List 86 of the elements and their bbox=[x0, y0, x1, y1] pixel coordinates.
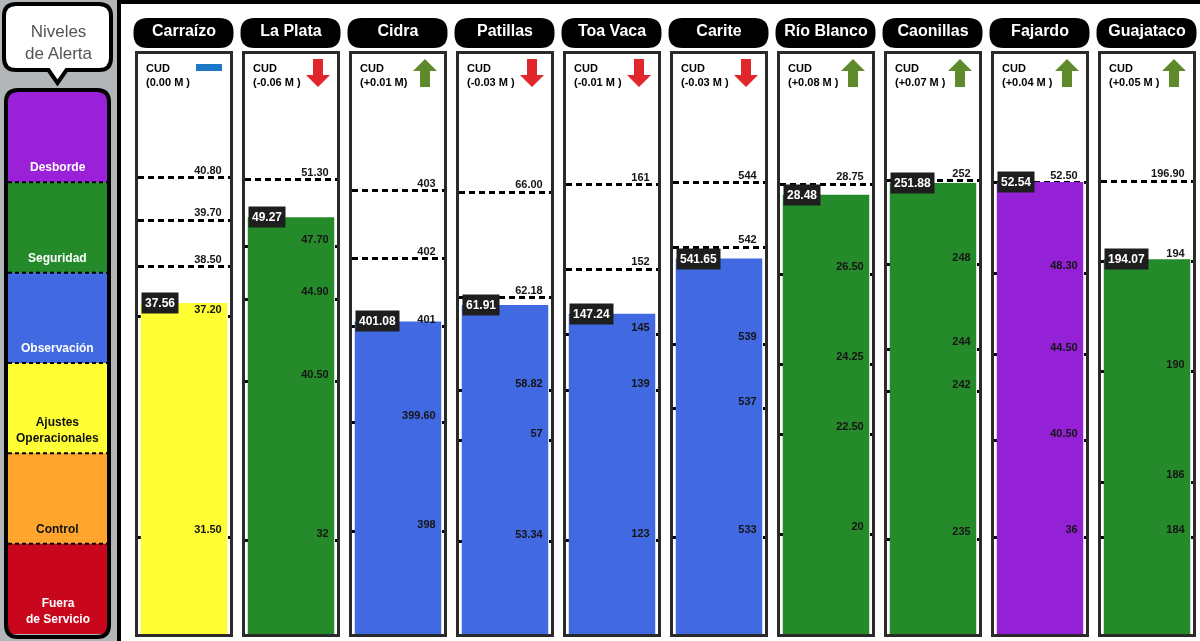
category-label: Control bbox=[36, 522, 79, 536]
category-label: Ajustes Operacionales bbox=[16, 415, 100, 445]
data-label: 49.27 bbox=[252, 210, 283, 224]
y-tick-label: 533 bbox=[738, 523, 757, 536]
data-label: 147.24 bbox=[573, 307, 611, 321]
y-tick-label: 544 bbox=[738, 169, 758, 182]
x-tick-label: Río Blanco bbox=[784, 21, 869, 39]
y-tick-label: 194 bbox=[1166, 247, 1186, 260]
y-tick-label: 196.90 bbox=[1151, 167, 1185, 180]
x-tick-label: Carraízo bbox=[151, 21, 217, 39]
y-tick-label: 62.18 bbox=[515, 283, 543, 296]
text: Niveles de Alerta bbox=[24, 22, 93, 64]
y-tick-label: 152 bbox=[631, 255, 650, 268]
x-tick-label: La Plata bbox=[260, 21, 322, 39]
y-tick-label: 58.82 bbox=[515, 376, 543, 389]
y-tick-label: 28.75 bbox=[836, 170, 864, 183]
x-tick-label: Guajataco bbox=[1108, 21, 1186, 39]
annotation: CUD (-0.03 M ) bbox=[681, 62, 730, 89]
x-tick-label: Patillas bbox=[476, 21, 534, 39]
y-tick-label: 235 bbox=[952, 525, 971, 538]
y-tick-label: 36 bbox=[1065, 523, 1078, 536]
x-tick-label: Carite bbox=[696, 21, 742, 39]
x-tick-label: Fajardo bbox=[1011, 21, 1070, 39]
y-tick-label: 398 bbox=[417, 517, 436, 530]
data-label: 194.07 bbox=[1108, 252, 1146, 266]
y-tick-label: 542 bbox=[738, 233, 757, 246]
y-tick-label: 51.30 bbox=[301, 165, 329, 178]
y-tick-label: 32 bbox=[316, 526, 329, 539]
y-tick-label: 44.50 bbox=[1050, 340, 1078, 353]
category-label: Fuera de Servicio bbox=[26, 596, 91, 626]
data-label: 541.65 bbox=[680, 252, 718, 266]
y-tick-label: 22.50 bbox=[836, 420, 864, 433]
annotation: CUD (+0.05 M ) bbox=[1109, 62, 1160, 89]
y-tick-label: 403 bbox=[417, 176, 436, 189]
y-tick-label: 52.50 bbox=[1050, 169, 1078, 182]
data-label: 52.54 bbox=[1001, 175, 1032, 189]
y-tick-label: 537 bbox=[738, 394, 757, 407]
data-label: 28.48 bbox=[787, 188, 818, 202]
annotation: CUD (+0.04 M ) bbox=[1002, 62, 1053, 89]
y-tick-label: 38.50 bbox=[194, 252, 222, 265]
y-tick-label: 145 bbox=[631, 320, 650, 333]
x-tick-label: Toa Vaca bbox=[577, 21, 647, 39]
category-label: Seguridad bbox=[28, 251, 87, 265]
y-tick-label: 53.34 bbox=[515, 527, 544, 540]
y-tick-label: 242 bbox=[952, 377, 971, 390]
y-tick-label: 39.70 bbox=[194, 206, 222, 219]
y-tick-label: 47.70 bbox=[301, 232, 329, 245]
y-tick-label: 539 bbox=[738, 330, 757, 343]
y-tick-label: 44.90 bbox=[301, 285, 329, 298]
y-tick-label: 252 bbox=[952, 166, 971, 179]
annotation: CUD (-0.03 M ) bbox=[467, 62, 516, 89]
y-tick-label: 402 bbox=[417, 244, 436, 257]
annotation: CUD (-0.01 M ) bbox=[574, 62, 623, 89]
y-tick-label: 244 bbox=[952, 335, 972, 348]
y-tick-label: 40.50 bbox=[301, 367, 329, 380]
data-label: 37.56 bbox=[145, 296, 176, 310]
y-tick-label: 248 bbox=[952, 251, 971, 264]
x-tick-label: Cidra bbox=[377, 21, 419, 39]
category-label: Observación bbox=[21, 341, 94, 355]
annotation: CUD (-0.06 M ) bbox=[253, 62, 302, 89]
y-tick-label: 31.50 bbox=[194, 523, 222, 536]
annotation: CUD (+0.08 M ) bbox=[788, 62, 839, 89]
y-tick-label: 190 bbox=[1166, 357, 1185, 370]
y-tick-label: 123 bbox=[631, 526, 650, 539]
y-tick-label: 161 bbox=[631, 171, 650, 184]
y-tick-label: 186 bbox=[1166, 468, 1185, 481]
annotation: CUD (0.00 M ) bbox=[146, 62, 191, 89]
y-tick-label: 66.00 bbox=[515, 178, 543, 191]
annotation: CUD (+0.07 M ) bbox=[895, 62, 946, 89]
y-tick-label: 20 bbox=[851, 520, 864, 533]
category-label: Desborde bbox=[30, 160, 86, 174]
y-tick-label: 24.25 bbox=[836, 350, 864, 363]
y-tick-label: 37.20 bbox=[194, 303, 222, 316]
y-tick-label: 139 bbox=[631, 376, 650, 389]
data-label: 401.08 bbox=[359, 314, 397, 328]
data-label: 61.91 bbox=[466, 298, 497, 312]
y-tick-label: 40.50 bbox=[1050, 426, 1078, 439]
y-tick-label: 57 bbox=[530, 426, 543, 439]
y-tick-label: 48.30 bbox=[1050, 259, 1078, 272]
y-tick-label: 26.50 bbox=[836, 260, 864, 273]
y-tick-label: 40.80 bbox=[194, 163, 222, 176]
data-label: 251.88 bbox=[894, 176, 932, 190]
y-tick-label: 184 bbox=[1166, 523, 1186, 536]
annotation: CUD (+0.01 M) bbox=[360, 62, 408, 89]
y-tick-label: 399.60 bbox=[402, 408, 436, 421]
x-tick-label: Caonillas bbox=[897, 21, 969, 39]
